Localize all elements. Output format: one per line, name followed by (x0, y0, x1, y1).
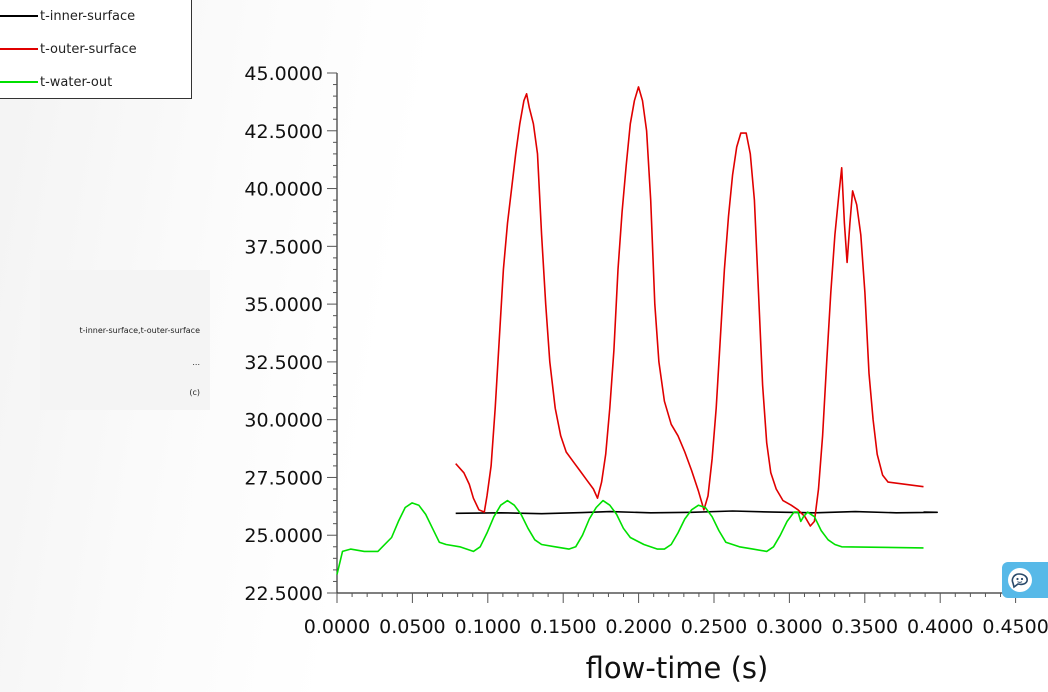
x-axis-title: flow-time (s) (586, 651, 769, 685)
y-tick-label: 25.0000 (244, 525, 323, 547)
y-tick-label: 22.5000 (244, 583, 323, 605)
legend-item-outer-surface: t-outer-surface (0, 39, 137, 59)
y-axis: 22.5000 25.0000 27.5000 30.0000 32.5000 35.00… (244, 63, 338, 605)
x-axis: 0.0000 0.0500 0.1000 0.1500 0.2000 0.2500 0.30… (304, 592, 1048, 638)
legend-item-water-out: t-water-out (0, 72, 112, 92)
x-tick-label: 0.0500 (379, 616, 445, 638)
y-tick-label: 40.0000 (244, 179, 323, 201)
chart-legend: t-inner-surface t-outer-surface t-water-… (0, 0, 192, 99)
feedback-button[interactable] (1002, 562, 1048, 598)
x-tick-label: 0.4500 (982, 616, 1048, 638)
legend-swatch-outer-surface (0, 48, 38, 50)
x-tick-label: 0.3000 (756, 616, 822, 638)
legend-item-inner-surface: t-inner-surface (0, 6, 135, 26)
y-tick-label: 27.5000 (244, 467, 323, 489)
y-tick-label: 45.0000 (244, 63, 323, 85)
y-tick-label: 42.5000 (244, 121, 323, 143)
y-tick-label: 30.0000 (244, 410, 323, 432)
side-annotation-ellipsis: ... (192, 358, 200, 367)
chat-bubble-icon (1008, 568, 1032, 592)
legend-label-water-out: t-water-out (40, 74, 113, 90)
legend-swatch-inner-surface (0, 15, 38, 17)
series-line-t-inner-surface (455, 510, 938, 515)
legend-label-outer-surface: t-outer-surface (40, 41, 137, 57)
x-tick-label: 0.2000 (605, 616, 671, 638)
side-annotation-panel: t-inner-surface,t-outer-surface ... (c) (40, 270, 210, 410)
series-line-t-water-out (336, 499, 924, 575)
series-line-t-outer-surface (455, 86, 924, 527)
legend-label-inner-surface: t-inner-surface (40, 8, 136, 24)
x-tick-label: 0.2500 (681, 616, 747, 638)
x-tick-label: 0.3500 (832, 616, 898, 638)
side-annotation-copyright: (c) (189, 388, 200, 397)
y-tick-label: 35.0000 (244, 294, 323, 316)
side-annotation-title: t-inner-surface,t-outer-surface (79, 326, 200, 335)
series-layer (336, 86, 938, 575)
y-tick-label: 37.5000 (244, 236, 323, 258)
x-tick-label: 0.4000 (907, 616, 973, 638)
legend-swatch-water-out (0, 81, 38, 83)
y-tick-label: 32.5000 (244, 352, 323, 374)
x-tick-label: 0.1500 (530, 616, 596, 638)
x-tick-label: 0.0000 (304, 616, 370, 638)
x-tick-label: 0.1000 (455, 616, 521, 638)
